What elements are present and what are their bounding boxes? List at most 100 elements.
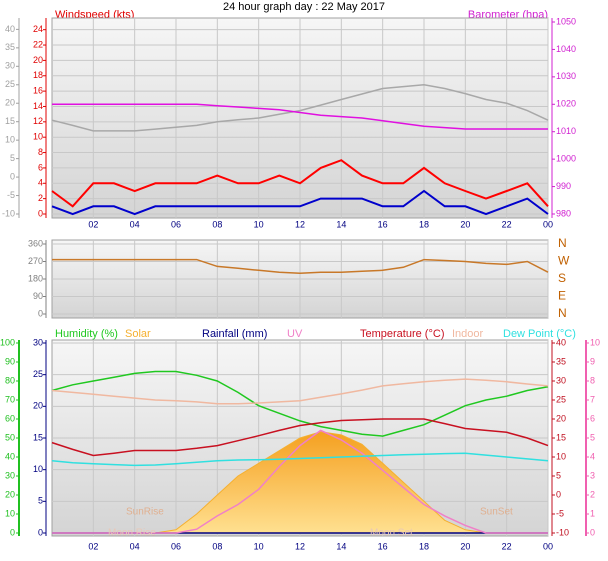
y3-tick-label: 60: [5, 413, 15, 423]
legend-entry: UV: [287, 328, 303, 340]
y2-tick-label: 1050: [556, 16, 576, 26]
legend-entry: Rainfall (mm): [202, 328, 267, 340]
x-tick-label: 16: [378, 541, 388, 551]
y3-tick-label: 100: [0, 337, 15, 347]
y-tick-label: 25: [33, 369, 43, 379]
x-tick-label: 06: [171, 541, 181, 551]
y3-tick-label: 5: [10, 153, 15, 163]
y4-tick-label: 0: [590, 527, 595, 537]
y2-tick-label: S: [558, 271, 566, 285]
y3-tick-label: -5: [7, 190, 15, 200]
y3-tick-label: 70: [5, 394, 15, 404]
y3-tick-label: 80: [5, 375, 15, 385]
y-tick-label: 18: [33, 70, 43, 80]
x-tick-label: 12: [295, 219, 305, 229]
x-tick-label: 00: [543, 541, 553, 551]
x-tick-label: 04: [130, 219, 140, 229]
line: [51, 189, 549, 216]
line: [51, 452, 549, 467]
y-tick-label: 0: [38, 527, 43, 537]
y-tick-label: 20: [33, 55, 43, 65]
line: [51, 84, 549, 132]
x-tick-label: 18: [419, 219, 429, 229]
y2-tick-label: 30: [556, 375, 566, 385]
x-tick-label: 16: [378, 219, 388, 229]
y3-tick-label: 50: [5, 432, 15, 442]
y4-tick-label: 7: [590, 394, 595, 404]
line: [52, 429, 548, 534]
y2-tick-label: -10: [556, 527, 569, 537]
y4-tick-label: 9: [590, 356, 595, 366]
y4-tick-label: 1: [590, 508, 595, 518]
legend-entry: Solar: [125, 328, 151, 340]
y3-tick-label: 0: [10, 527, 15, 537]
line: [52, 103, 548, 130]
y2-tick-label: 15: [556, 432, 566, 442]
y3-tick-label: 15: [5, 116, 15, 126]
y4-tick-label: 4: [590, 451, 595, 461]
y4-tick-label: 8: [590, 375, 595, 385]
y2-tick-label: 980: [556, 208, 571, 218]
y3-tick-label: 25: [5, 79, 15, 89]
y-tick-label: 8: [38, 147, 43, 157]
y3-tick-label: 20: [5, 489, 15, 499]
annotation: SunSet: [480, 507, 513, 518]
y2-tick-label: W: [558, 254, 570, 268]
y3-tick-label: 10: [5, 508, 15, 518]
y-tick-label: 5: [38, 496, 43, 506]
y3-tick-label: 40: [5, 24, 15, 34]
y3-tick-label: 90: [5, 356, 15, 366]
x-tick-label: 22: [502, 219, 512, 229]
y2-tick-label: 0: [556, 489, 561, 499]
y2-tick-label: 20: [556, 413, 566, 423]
legend-entry: Indoor: [452, 328, 484, 340]
y4-tick-label: 5: [590, 432, 595, 442]
y-tick-label: 360: [28, 238, 43, 248]
y3-tick-label: 20: [5, 98, 15, 108]
y2-tick-label: 40: [556, 337, 566, 347]
y-tick-label: 90: [33, 291, 43, 301]
y-tick-label: 10: [33, 464, 43, 474]
y4-tick-label: 2: [590, 489, 595, 499]
y2-tick-label: -5: [556, 508, 564, 518]
x-tick-label: 20: [460, 219, 470, 229]
y2-tick-label: 10: [556, 451, 566, 461]
y2-tick-label: N: [558, 306, 567, 320]
y3-tick-label: 30: [5, 470, 15, 480]
panel: 02 04 06 08 10 12 14 16 18 20 22 000246810121416182…: [2, 16, 576, 229]
y2-tick-label: 1000: [556, 154, 576, 164]
legend-entry: Humidity (%): [55, 328, 118, 340]
y-tick-label: 30: [33, 337, 43, 347]
y-tick-label: 6: [38, 162, 43, 172]
x-tick-label: 14: [336, 219, 346, 229]
y-tick-label: 4: [38, 178, 43, 188]
y2-tick-label: 5: [556, 470, 561, 480]
y-tick-label: 0: [38, 308, 43, 318]
y-tick-label: 0: [38, 208, 43, 218]
line: [51, 418, 549, 457]
x-tick-label: 10: [254, 541, 264, 551]
y2-tick-label: 35: [556, 356, 566, 366]
chart-title: 24 hour graph day : 22 May 2017: [223, 1, 385, 13]
y3-tick-label: 10: [5, 135, 15, 145]
legend-entry: Temperature (°C): [360, 328, 444, 340]
y2-tick-label: E: [558, 289, 566, 303]
x-tick-label: 00: [543, 219, 553, 229]
y-tick-label: 16: [33, 85, 43, 95]
y3-tick-label: 40: [5, 451, 15, 461]
y4-tick-label: 3: [590, 470, 595, 480]
y2-tick-label: 1020: [556, 99, 576, 109]
legend-entry: Dew Point (°C): [503, 328, 576, 340]
x-tick-label: 14: [336, 541, 346, 551]
panel: 02 04 06 08 10 12 14 16 18 20 22 000510152025300102…: [0, 328, 600, 551]
x-tick-label: 04: [130, 541, 140, 551]
x-tick-label: 02: [88, 219, 98, 229]
y4-tick-label: 6: [590, 413, 595, 423]
y3-tick-label: -10: [2, 208, 15, 218]
y2-tick-label: 990: [556, 181, 571, 191]
line: [52, 258, 549, 274]
line: [51, 370, 549, 437]
y3-tick-label: 30: [5, 61, 15, 71]
